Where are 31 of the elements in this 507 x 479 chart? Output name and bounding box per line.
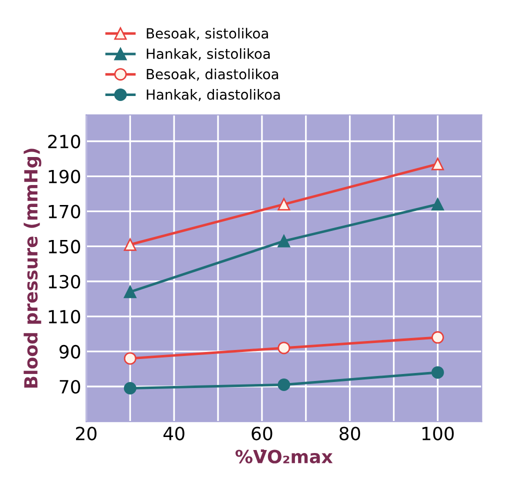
point (278, 378, 290, 391)
point (431, 198, 444, 211)
point (278, 234, 290, 248)
y-axis-title: Blood pressure (mmHg) (24, 148, 42, 388)
point (278, 342, 290, 354)
y-tick-label: 90 (59, 344, 80, 359)
y-tick-label: 190 (48, 170, 80, 184)
point (124, 238, 136, 251)
x-tick-label: 60 (252, 426, 272, 440)
point (124, 382, 136, 394)
y-tick-label: 70 (60, 380, 80, 394)
legend-label: Hankak, sistolikoa (146, 48, 270, 60)
y-tick-label: 210 (48, 134, 80, 148)
x-tick-label: 40 (163, 426, 184, 440)
y-tick-label: 130 (48, 274, 80, 288)
x-axis-title: %V̇O₂max (236, 449, 333, 464)
x-tick-label: 20 (76, 426, 96, 440)
point (431, 158, 444, 170)
x-tick-label: 80 (340, 426, 360, 440)
y-tick-label: 170 (48, 204, 80, 218)
point (124, 352, 136, 365)
point (431, 331, 444, 344)
x-tick-label: 100 (422, 426, 454, 440)
legend-label: Hankak, diastolikoa (146, 89, 280, 102)
point (278, 198, 290, 211)
y-tick-label: 110 (48, 310, 80, 324)
legend-label: Besoak, sistolikoa (146, 28, 268, 40)
legend-label: Besoak, diastolikoa (146, 68, 278, 81)
y-tick-label: 150 (48, 240, 80, 254)
point (431, 366, 444, 379)
point (124, 286, 136, 298)
